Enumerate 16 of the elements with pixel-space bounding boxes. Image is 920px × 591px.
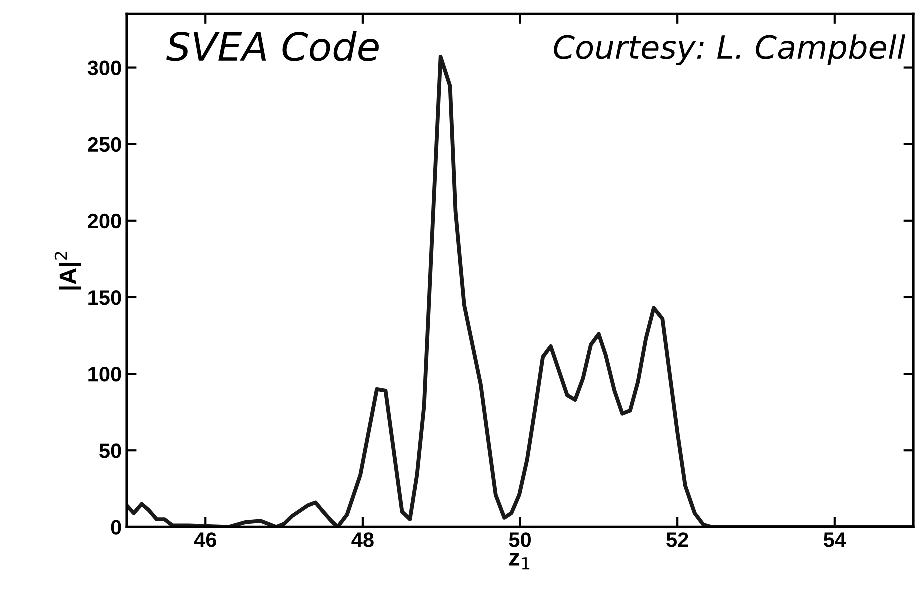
x-tick-label: 54 xyxy=(824,532,846,548)
y-tick-label: 300 xyxy=(88,60,122,76)
y-tick-label: 100 xyxy=(88,367,122,382)
x-axis-title: z$_{1}$ xyxy=(510,553,530,570)
y-tick-label: 250 xyxy=(88,137,122,152)
y-axis-title: |A|$^{2}$ xyxy=(54,252,82,290)
x-tick-label: 48 xyxy=(352,532,374,548)
annotation: SVEA Code xyxy=(166,31,379,62)
y-tick-label: 50 xyxy=(100,444,122,458)
x-tick-label: 52 xyxy=(666,532,688,548)
y-tick-label: 150 xyxy=(88,290,122,306)
y-tick-label: 0 xyxy=(111,520,122,535)
annotation: Courtesy: L. Campbell xyxy=(554,34,906,66)
x-tick-label: 50 xyxy=(509,532,531,548)
x-tick-label: 46 xyxy=(194,532,216,548)
y-tick-label: 200 xyxy=(88,214,122,229)
